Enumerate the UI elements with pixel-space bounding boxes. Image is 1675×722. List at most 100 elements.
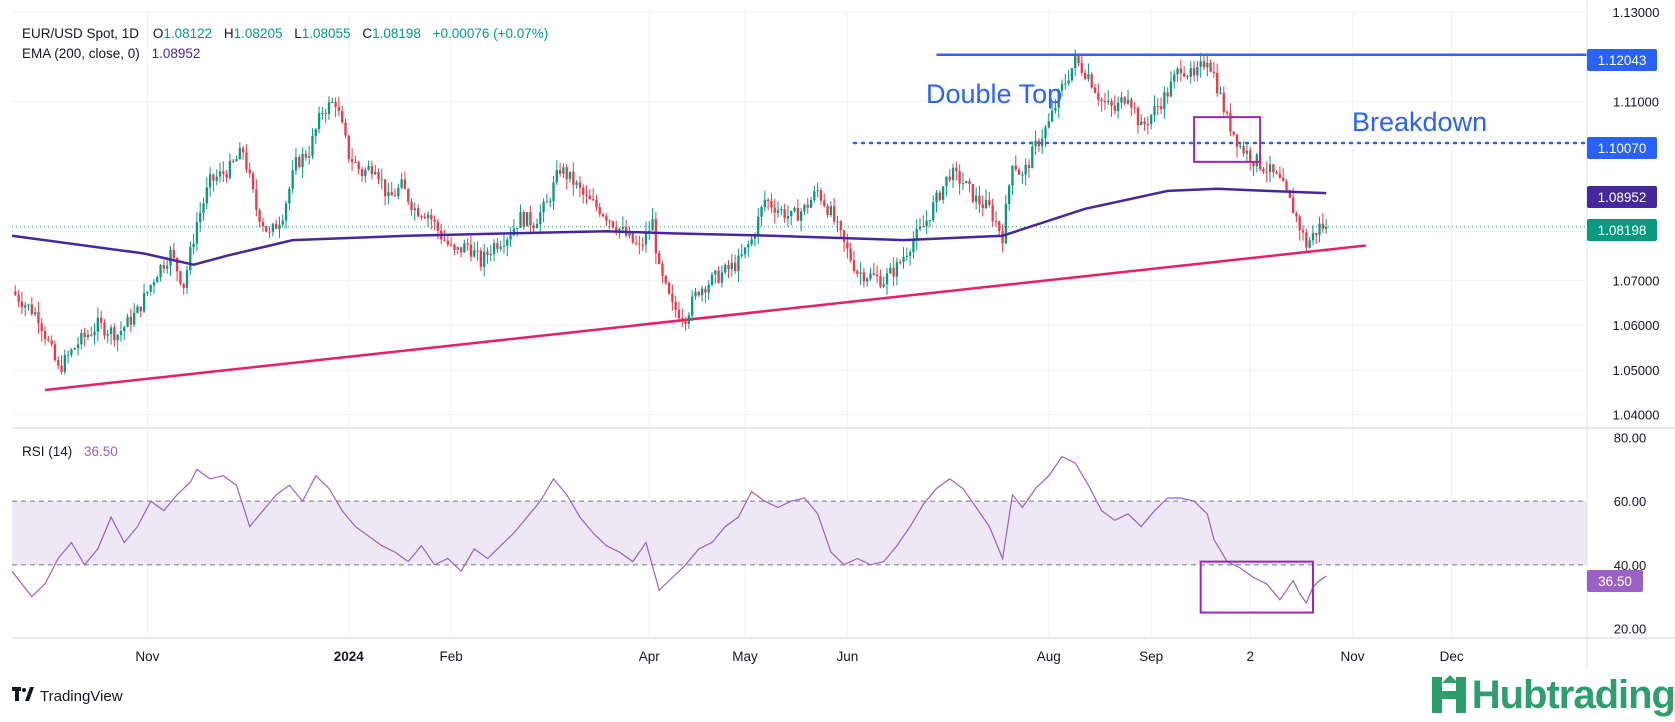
candle-body xyxy=(357,162,360,170)
candle-body xyxy=(591,199,595,201)
candle-body xyxy=(476,250,479,252)
candle-body xyxy=(298,157,301,168)
time-tick-label: Nov xyxy=(1341,649,1365,664)
candle-body xyxy=(255,189,258,211)
candle-body xyxy=(605,216,608,221)
ema-badge xyxy=(1587,186,1657,208)
candle-body xyxy=(1169,81,1173,97)
rsi-badge-label: 36.50 xyxy=(1598,574,1632,589)
hubtrading-wordmark: Hubtrading xyxy=(1471,673,1675,717)
candle-body xyxy=(30,304,33,315)
candle-body xyxy=(1067,80,1070,84)
candle-body xyxy=(516,227,519,229)
candle-body xyxy=(1225,111,1229,113)
candle-body xyxy=(278,224,281,229)
candle-body xyxy=(1041,138,1044,147)
candle-body xyxy=(882,284,885,287)
candle-body xyxy=(1087,74,1090,79)
candle-body xyxy=(1199,61,1202,67)
tradingview-footer[interactable]: TradingView xyxy=(12,684,123,708)
candle-body xyxy=(189,247,192,271)
candle-body xyxy=(37,312,40,324)
candle-body xyxy=(974,195,978,202)
candle-body xyxy=(928,219,932,221)
candle-body xyxy=(955,167,958,172)
candle-body xyxy=(1288,190,1291,198)
candle-body xyxy=(423,216,426,219)
candle-body xyxy=(152,282,156,286)
price-plot[interactable] xyxy=(11,49,1589,392)
candle-body xyxy=(334,101,337,108)
candle-body xyxy=(958,171,961,184)
candle-body xyxy=(932,202,935,220)
candle-body xyxy=(1235,134,1239,147)
candle-body xyxy=(1311,233,1315,241)
candle-body xyxy=(1268,164,1272,173)
candle-body xyxy=(875,274,879,277)
candle-body xyxy=(354,162,357,164)
candle-body xyxy=(96,317,100,332)
candle-body xyxy=(238,147,241,160)
candle-body xyxy=(598,207,601,215)
candle-body xyxy=(374,171,377,175)
ascending-trendline xyxy=(44,244,1366,392)
candle-body xyxy=(707,284,710,293)
candle-body xyxy=(750,239,753,245)
candle-body xyxy=(182,283,185,288)
candle-body xyxy=(730,262,733,270)
candle-body xyxy=(76,344,80,349)
candle-body xyxy=(525,212,529,227)
candle-body xyxy=(836,221,839,223)
candle-body xyxy=(859,272,862,274)
candle-body xyxy=(50,340,53,345)
candle-body xyxy=(1278,173,1282,178)
candle-body xyxy=(426,214,430,219)
price-tick-label: 1.13000 xyxy=(1613,5,1660,20)
candle-body xyxy=(407,189,410,202)
candle-body xyxy=(694,291,697,297)
candle-body xyxy=(558,170,562,174)
candle-body xyxy=(582,187,585,195)
candle-body xyxy=(496,243,499,249)
candle-body xyxy=(1229,112,1232,132)
candle-body xyxy=(416,208,420,217)
candle-body xyxy=(14,291,17,295)
candle-body xyxy=(43,331,47,339)
candle-body xyxy=(175,257,179,272)
candle-body xyxy=(284,203,288,221)
candle-body xyxy=(1070,68,1074,81)
candle-body xyxy=(572,171,575,185)
candle-body xyxy=(978,195,981,205)
candle-body xyxy=(1014,165,1017,170)
candle-body xyxy=(1245,150,1249,154)
candle-body xyxy=(892,267,895,277)
candle-body xyxy=(717,270,720,283)
candle-body xyxy=(383,179,387,197)
rsi-badge xyxy=(1587,570,1643,592)
candle-body xyxy=(314,129,317,137)
candle-body xyxy=(674,301,677,310)
candle-body xyxy=(113,327,116,341)
candle-body xyxy=(720,272,724,283)
candle-body xyxy=(1008,185,1011,204)
candle-body xyxy=(922,226,925,228)
candle-body xyxy=(1192,68,1196,76)
candle-body xyxy=(1090,74,1093,88)
candle-body xyxy=(833,206,836,222)
candle-body xyxy=(53,344,57,361)
last-price-badge-label: 1.08198 xyxy=(1598,223,1647,238)
candle-body xyxy=(849,248,852,261)
rsi-plot[interactable] xyxy=(11,455,1587,614)
candle-body xyxy=(866,278,869,282)
candle-body xyxy=(443,239,446,241)
low-value: 1.08055 xyxy=(302,26,351,41)
candle-body xyxy=(641,244,644,246)
candle-body xyxy=(889,267,892,274)
candle-body xyxy=(539,212,542,225)
candle-body xyxy=(638,243,641,245)
open-label: O xyxy=(153,26,164,41)
candle-body xyxy=(1050,110,1054,122)
candle-body xyxy=(1027,164,1031,169)
candle-body xyxy=(671,293,674,302)
chart-legend: EUR/USD Spot, 1D O1.08122 H1.08205 L1.08… xyxy=(22,26,548,459)
